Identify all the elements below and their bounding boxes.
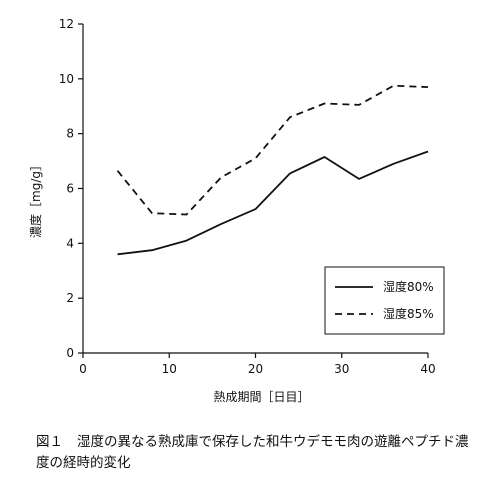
legend: 湿度80% 湿度85% <box>324 266 445 335</box>
x-tick-label: 10 <box>162 362 177 376</box>
y-tick-label: 6 <box>66 182 74 196</box>
x-tick-label: 0 <box>79 362 87 376</box>
y-tick-label: 8 <box>66 127 74 141</box>
series-line-1 <box>117 150 429 256</box>
y-tick-label: 12 <box>59 17 74 31</box>
x-axis-title: 熱成期間［日目］ <box>213 390 309 404</box>
legend-box <box>324 266 445 335</box>
x-tick-label: 20 <box>248 362 263 376</box>
legend-label-1: 湿度80% <box>383 279 434 294</box>
y-ticks: 0 2 4 6 8 10 12 <box>59 17 83 360</box>
figure-number: 図１ <box>36 434 63 450</box>
y-axis-title: 濃度［mg/g］ <box>28 159 43 238</box>
caption-text: 湿度の異なる熟成庫で保存した和牛ウデモモ肉の遊離ペプチド濃度の経時的変化 <box>36 434 469 471</box>
line-chart: 0 2 4 6 8 10 12 0 10 20 30 40 濃度［mg/g］ 熱成期間［日目］ 湿度… <box>28 17 445 404</box>
legend-label-2: 湿度85% <box>383 306 434 321</box>
y-tick-label: 4 <box>66 236 74 250</box>
y-tick-label: 10 <box>59 72 74 86</box>
figure-caption: 図１ 湿度の異なる熟成庫で保存した和牛ウデモモ肉の遊離ペプチド濃度の経時的変化 <box>36 432 476 474</box>
y-tick-label: 0 <box>66 346 74 360</box>
series-layer <box>116 84 429 256</box>
x-tick-label: 30 <box>334 362 349 376</box>
x-tick-label: 40 <box>420 362 435 376</box>
series-line-2 <box>116 84 429 216</box>
y-tick-label: 2 <box>66 291 74 305</box>
x-ticks: 0 10 20 30 40 <box>79 353 436 376</box>
